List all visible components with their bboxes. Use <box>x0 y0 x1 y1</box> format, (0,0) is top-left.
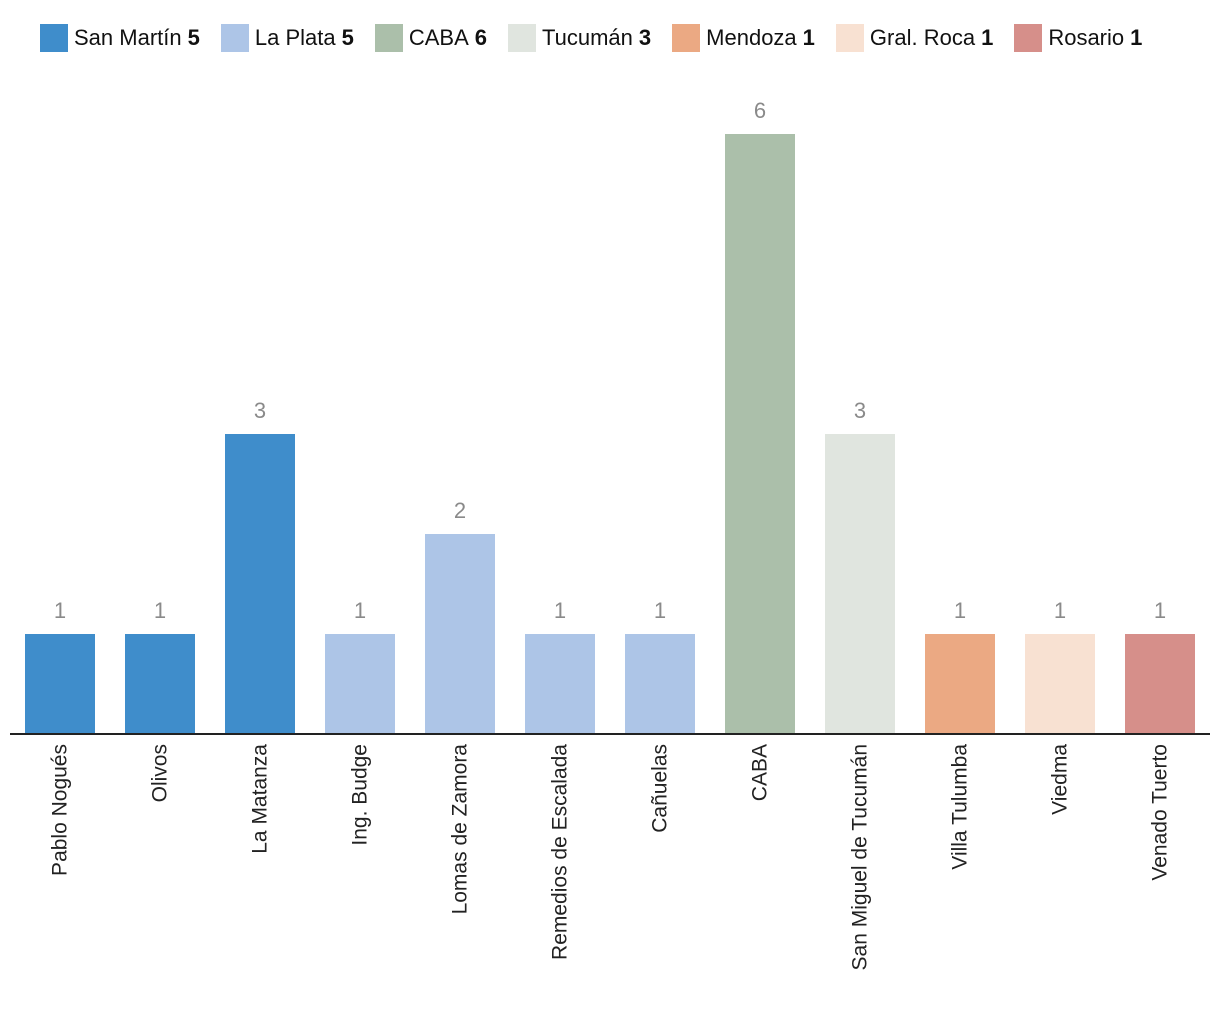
bar <box>25 634 95 734</box>
x-tick-label: La Matanza <box>249 744 272 854</box>
x-tick-label: Lomas de Zamora <box>449 744 472 915</box>
data-label: 1 <box>1154 598 1166 623</box>
bar <box>825 434 895 734</box>
legend-count: 1 <box>1130 25 1143 50</box>
legend-count: 1 <box>802 25 815 50</box>
bar <box>925 634 995 734</box>
legend-item-4: Mendoza 1 <box>672 24 815 52</box>
value-labels-group: 1 1 3 1 2 1 1 6 3 1 1 1 <box>54 98 1166 623</box>
data-label: 3 <box>854 398 866 423</box>
legend-label: San Martín <box>74 25 182 50</box>
data-label: 1 <box>354 598 366 623</box>
x-tick-label: Remedios de Escalada <box>549 744 572 960</box>
legend-label: Mendoza <box>706 25 797 50</box>
legend-swatch <box>220 24 249 52</box>
bar <box>1025 634 1095 734</box>
legend-swatch <box>1014 24 1043 52</box>
data-label: 1 <box>554 598 566 623</box>
bars-group <box>25 134 1195 734</box>
bar <box>525 634 595 734</box>
x-tick-labels-group: Pablo Nogués Olivos La Matanza Ing. Budge Lo… <box>49 744 1172 971</box>
legend-swatch <box>40 24 68 52</box>
data-label: 3 <box>254 398 266 423</box>
data-label: 1 <box>954 598 966 623</box>
data-label: 6 <box>754 98 766 123</box>
legend-item-1: La Plata 5 <box>220 24 354 52</box>
legend-label: Rosario <box>1048 25 1125 50</box>
x-tick-label: CABA <box>749 744 772 801</box>
data-label: 1 <box>1054 598 1066 623</box>
legend-count: 1 <box>981 25 994 50</box>
legend-swatch <box>672 24 701 52</box>
x-tick-label: Cañuelas <box>649 744 672 833</box>
bar <box>225 434 295 734</box>
legend-swatch <box>835 24 864 52</box>
x-tick-label: Pablo Nogués <box>49 744 72 876</box>
x-tick-label: Venado Tuerto <box>1149 744 1172 881</box>
x-tick-label: Villa Tulumba <box>949 744 972 870</box>
bar <box>725 134 795 734</box>
legend-label: CABA <box>408 25 469 50</box>
legend-count: 6 <box>474 25 488 50</box>
x-tick-label: Olivos <box>149 744 172 802</box>
bar <box>625 634 695 734</box>
chart-legend: San Martín 5 La Plata 5 CABA 6 Tucumán 3 Mendoza… <box>40 22 1163 54</box>
legend-count: 3 <box>638 25 652 50</box>
bar <box>125 634 195 734</box>
x-tick-label: Viedma <box>1049 744 1072 815</box>
bar <box>425 534 495 734</box>
data-label: 2 <box>454 498 466 523</box>
bar <box>1125 634 1195 734</box>
x-tick-label: Ing. Budge <box>349 744 372 846</box>
legend-count: 5 <box>341 25 354 50</box>
legend-label: La Plata <box>254 25 336 50</box>
legend-item-6: Rosario 1 <box>1014 24 1142 52</box>
data-label: 1 <box>54 598 66 623</box>
legend-item-0: San Martín 5 <box>40 24 200 52</box>
legend-label: Gral. Roca <box>869 25 976 50</box>
legend-item-5: Gral. Roca 1 <box>835 24 994 52</box>
legend-item-2: CABA 6 <box>374 24 488 52</box>
data-label: 1 <box>154 598 166 623</box>
bar <box>325 634 395 734</box>
data-label: 1 <box>654 598 666 623</box>
legend-item-3: Tucumán 3 <box>508 24 651 52</box>
legend-swatch <box>508 24 537 52</box>
x-tick-label: San Miguel de Tucumán <box>849 744 872 970</box>
legend-count: 5 <box>187 25 200 50</box>
legend-label: Tucumán <box>542 25 633 50</box>
legend-swatch <box>374 24 403 52</box>
